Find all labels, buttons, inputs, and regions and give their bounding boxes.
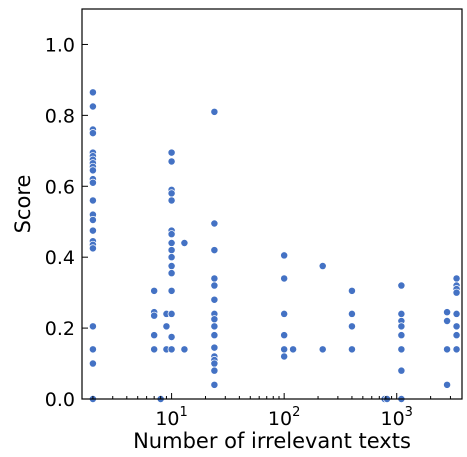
x-tick-exponent: 3 [405,405,413,420]
data-point [280,345,289,354]
data-point [210,219,219,228]
data-point [88,359,97,368]
data-point [150,311,159,320]
data-point [397,281,406,290]
data-point [88,322,97,331]
data-point [88,226,97,235]
data-point [167,269,176,278]
data-point [167,345,176,354]
x-tick-label: 103 [380,405,412,430]
data-point [167,157,176,166]
data-point [210,359,219,368]
data-point [318,262,327,270]
data-point [167,309,176,318]
data-point [280,352,289,361]
data-point [280,251,289,260]
data-point [452,274,461,283]
data-point [88,244,97,253]
data-point [452,309,461,318]
x-tick-base: 10 [155,408,179,430]
data-point [88,129,97,138]
data-point [397,322,406,331]
data-point [167,196,176,205]
y-tick-label: 0.4 [45,247,75,269]
data-point [167,286,176,295]
data-point [150,345,159,354]
x-axis-label: Number of irrelevant texts [133,429,411,453]
data-point [150,331,159,340]
data-point [397,331,406,340]
data-point [167,333,176,341]
data-point [167,148,176,157]
data-point [88,215,97,224]
data-point [167,239,176,247]
x-axis: 101 102 103 [92,393,451,430]
data-point [347,345,356,354]
data-point [88,88,97,97]
data-point [443,345,452,354]
data-point [397,345,406,354]
data-point [280,274,289,283]
data-point [210,107,219,116]
data-point [397,309,406,318]
x-tick-label: 102 [268,405,300,430]
x-tick-exponent: 1 [180,405,188,420]
data-point [452,322,461,331]
data-point [347,309,356,318]
data-point [443,380,452,389]
data-point [167,246,176,255]
y-axis-label: Score [11,175,35,234]
data-point [452,288,461,297]
data-point [443,317,452,325]
data-point [210,315,219,324]
plot-frame [81,8,463,400]
data-point [210,281,219,290]
data-point [167,230,176,239]
data-point [210,274,219,283]
x-tick-base: 10 [380,408,404,430]
data-point [280,331,289,340]
data-point [210,331,219,340]
data-point [318,345,327,354]
y-tick-label: 0.0 [45,389,75,411]
data-point [210,366,219,375]
data-point [289,345,298,354]
data-point [347,322,356,331]
data-point [452,331,461,340]
data-point [88,178,97,187]
data-point [347,286,356,295]
data-point [443,308,452,317]
data-point [88,102,97,111]
y-axis: 0.0 0.2 0.4 0.6 0.8 1.0 [45,34,88,411]
y-tick-label: 0.6 [45,176,75,198]
data-point [210,295,219,304]
y-tick-label: 0.8 [45,105,75,127]
data-point [88,166,97,175]
y-tick-label: 1.0 [45,34,75,56]
data-point [167,189,176,198]
x-tick-label: 101 [155,405,187,430]
data-point [210,322,219,331]
data-point [150,286,159,295]
data-point [210,246,219,255]
data-point [88,196,97,205]
x-tick-exponent: 2 [292,405,300,420]
data-point [162,322,171,331]
data-point [452,345,461,354]
data-point [280,309,289,318]
x-tick-base: 10 [268,408,292,430]
data-points [88,88,461,403]
data-point [180,345,189,354]
data-point [167,262,176,270]
data-point [180,239,189,247]
y-tick-label: 0.2 [45,318,75,340]
data-point [397,366,406,375]
data-point [88,345,97,354]
data-point [167,253,176,262]
data-point [210,343,219,352]
data-point [210,380,219,389]
